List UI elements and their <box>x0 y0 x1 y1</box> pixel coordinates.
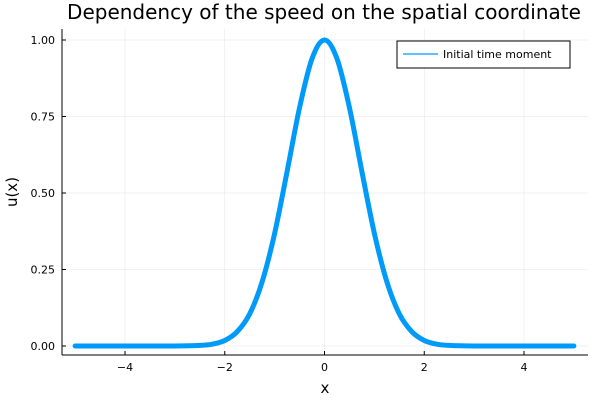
tick-labels: −4 −2 0 2 4 0.00 0.25 0.50 0.75 1.00 <box>31 34 528 374</box>
axes <box>61 29 588 356</box>
x-tick-label: 4 <box>521 361 528 374</box>
series-line-initial-time-moment <box>72 37 577 349</box>
y-tick-label: 0.50 <box>31 187 56 200</box>
legend: Initial time moment <box>396 40 571 69</box>
x-tick-label: −4 <box>117 361 133 374</box>
x-tick-label: −2 <box>217 361 233 374</box>
y-tick-label: 1.00 <box>31 34 56 47</box>
legend-label: Initial time moment <box>443 48 552 61</box>
y-tick-label: 0.75 <box>31 111 56 124</box>
y-tick-label: 0.25 <box>31 264 56 277</box>
chart-title: Dependency of the speed on the spatial c… <box>67 0 581 24</box>
y-axis-label: u(x) <box>3 177 21 207</box>
x-axis-label: x <box>321 379 330 397</box>
y-tick-label: 0.00 <box>31 340 56 353</box>
x-tick-label: 2 <box>421 361 428 374</box>
x-tick-label: 0 <box>321 361 328 374</box>
series-lines <box>72 37 577 349</box>
